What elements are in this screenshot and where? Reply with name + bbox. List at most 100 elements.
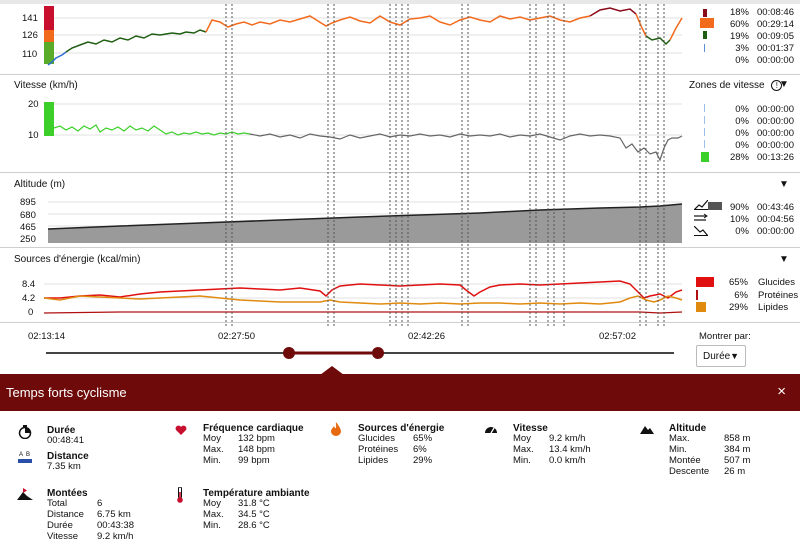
altitude-row: 0% 00:00:00	[735, 226, 794, 237]
energy-swatch-protein	[696, 290, 698, 300]
speed-zone-row: 0% 00:00:00	[735, 104, 794, 115]
speed-chart[interactable]	[0, 96, 690, 172]
energy-sources-title: Sources d'énergie	[358, 423, 445, 434]
energy-tick-4-2: 4.2	[22, 293, 36, 304]
altitude-row: 90% 00:43:46	[729, 202, 794, 213]
climb-bar	[708, 202, 722, 210]
duration-title: Durée	[47, 425, 76, 436]
heart-icon	[175, 425, 187, 435]
hr-zone-row: 3% 00:01:37	[735, 43, 794, 54]
speed-zones-title: Zones de vitesse !	[689, 80, 783, 91]
svg-text:A: A	[19, 452, 23, 458]
range-slider[interactable]	[40, 344, 680, 364]
hr-tick-141: 141	[22, 13, 38, 24]
hr-tick-110: 110	[22, 49, 38, 60]
hr-line-red	[589, 7, 637, 17]
hr-chart[interactable]	[0, 0, 690, 74]
climb-icon	[693, 199, 709, 211]
speed-zone-row: 0% 00:00:00	[735, 116, 794, 127]
show-by-value: Durée	[703, 351, 731, 362]
distance-value: 7.35 km	[47, 461, 81, 472]
temperature-title: Température ambiante	[203, 488, 310, 499]
speed-zone-bar	[44, 102, 54, 136]
thermometer-icon	[177, 487, 183, 503]
show-by-label: Montrer par:	[699, 331, 751, 342]
hr-zone-row: 19% 00:09:05	[729, 31, 794, 42]
duration-value: 00:48:41	[47, 435, 84, 446]
energy-row: 29% Lipides	[728, 302, 789, 313]
speed-tick-10: 10	[28, 130, 39, 141]
flat-icon	[694, 213, 708, 223]
energy-line-carbs	[44, 280, 683, 299]
separator	[0, 74, 800, 75]
hr-zone-row: 0% 00:00:00	[735, 55, 794, 66]
stopwatch-icon	[18, 425, 32, 439]
lap-markers	[225, 4, 665, 326]
range-handle-left	[283, 347, 295, 359]
climbs-title: Montées	[47, 488, 88, 499]
hr-line-blue	[47, 51, 67, 66]
altitude-tick-895: 895	[20, 197, 36, 208]
altitude-line	[47, 203, 683, 230]
speed-zone-tick	[704, 116, 705, 124]
speed-chevron-down-icon[interactable]: ▼	[779, 79, 789, 90]
hr-line-green-2	[645, 35, 671, 46]
close-icon[interactable]: ×	[777, 383, 786, 400]
modal-header: Temps forts cyclisme ×	[0, 374, 800, 411]
chevron-down-icon: ▼	[730, 351, 739, 361]
altitude-chart[interactable]	[0, 195, 690, 245]
energy-row: 6% Protéines	[734, 290, 799, 301]
hr-line-green	[65, 29, 207, 53]
energy-title: Sources d'énergie (kcal/min)	[14, 254, 141, 265]
descent-icon	[693, 225, 709, 237]
hr-zone-swatch-2	[700, 18, 714, 28]
modal-title: Temps forts cyclisme	[6, 385, 127, 400]
altitude-tick-465: 465	[20, 222, 36, 233]
hr-line-orange-2	[635, 13, 647, 37]
energy-line-protein	[43, 311, 683, 314]
time-label-4: 02:57:02	[599, 331, 636, 342]
speed-title: Vitesse (km/h)	[14, 80, 78, 91]
altitude-tick-680: 680	[20, 210, 36, 221]
info-icon[interactable]: !	[771, 80, 783, 91]
hr-zone-swatch-1	[703, 9, 707, 17]
time-label-1: 02:13:14	[28, 331, 65, 342]
climb-flag-icon	[17, 488, 33, 500]
hr-line-orange	[205, 15, 591, 33]
hr-zone-swatch-3	[703, 31, 707, 39]
energy-tick-0: 0	[28, 307, 34, 318]
speedometer-icon	[485, 427, 497, 434]
altitude-title: Altitude (m)	[14, 179, 66, 190]
svg-text:B: B	[26, 452, 30, 458]
altitude-stats-title: Altitude	[669, 423, 707, 434]
hr-tick-126: 126	[22, 30, 38, 41]
speed-zone-swatch	[701, 152, 709, 162]
energy-chart[interactable]	[0, 276, 690, 320]
hr-zone-swatch-4	[704, 44, 705, 52]
time-label-3: 02:42:26	[408, 331, 445, 342]
energy-swatch-fat	[696, 302, 706, 312]
speed-line-gray	[249, 133, 683, 162]
energy-chevron-down-icon[interactable]: ▼	[779, 254, 789, 265]
speed-zone-tick	[704, 104, 705, 112]
speed-zone-tick	[704, 128, 705, 136]
top-scrollbar[interactable]	[0, 0, 800, 4]
separator	[0, 322, 800, 323]
show-by-select[interactable]: Durée ▼	[696, 345, 746, 367]
altitude-chevron-down-icon[interactable]: ▼	[779, 179, 789, 190]
speed-line-green	[53, 124, 251, 136]
heart-title: Fréquence cardiaque	[203, 423, 304, 434]
hr-zone-row: 60% 00:29:14	[729, 19, 794, 30]
energy-line-fat	[43, 295, 683, 305]
mountain-icon	[640, 426, 654, 434]
time-label-2: 02:27:50	[218, 331, 255, 342]
energy-row: 65% Glucides	[728, 277, 795, 288]
hr-line-orange-3	[669, 17, 683, 41]
separator	[0, 247, 800, 248]
popover-arrow	[320, 366, 344, 375]
speed-zones-label: Zones de vitesse	[689, 80, 765, 91]
speed-tick-20: 20	[28, 99, 39, 110]
separator	[0, 172, 800, 173]
energy-tick-8-4: 8.4	[22, 279, 36, 290]
